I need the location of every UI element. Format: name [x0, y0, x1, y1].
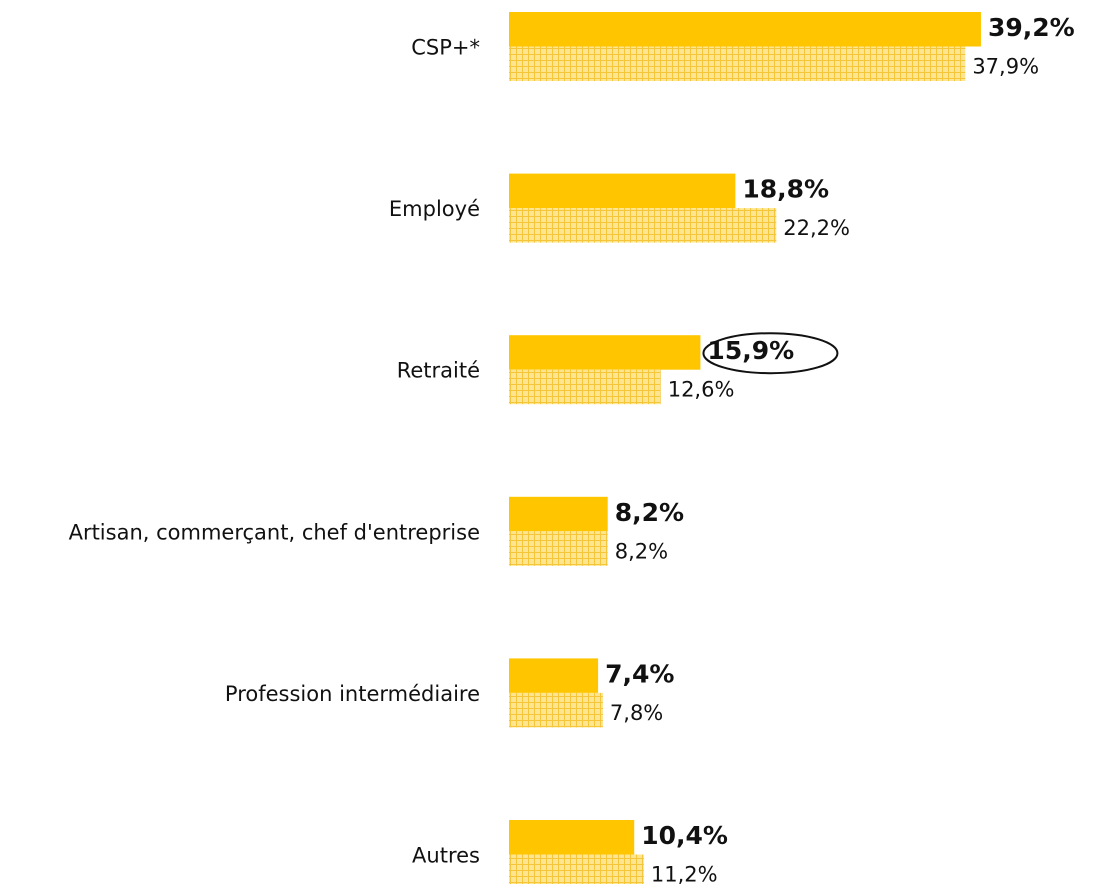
category-label: Employé [389, 197, 480, 221]
bar [509, 820, 635, 855]
value-label: 12,6% [668, 378, 735, 402]
value-label: 18,8% [742, 175, 829, 204]
value-label: 8,2% [615, 498, 684, 527]
category-label: Profession intermédiaire [225, 682, 480, 706]
value-label: 37,9% [972, 55, 1039, 79]
category-label: Retraité [397, 359, 480, 383]
highlight-circle [702, 332, 839, 375]
value-label: 10,4% [641, 821, 728, 850]
value-label: 22,2% [783, 216, 850, 240]
bar [509, 46, 966, 81]
bar [509, 692, 603, 728]
bar [509, 369, 661, 405]
category-label: Artisan, commerçant, chef d'entreprise [69, 520, 480, 544]
value-label: 7,8% [610, 701, 663, 725]
bar [509, 12, 981, 47]
bar [509, 208, 777, 243]
bar [509, 658, 599, 693]
value-label: 8,2% [615, 539, 668, 563]
category-label: Autres [412, 844, 480, 868]
bar [509, 854, 644, 884]
bar [509, 335, 701, 370]
value-label: 7,4% [605, 659, 674, 688]
bar [509, 496, 608, 532]
value-label: 15,9% [707, 336, 794, 365]
category-label: CSP+* [411, 36, 480, 60]
value-label: 11,2% [651, 863, 718, 884]
bar [509, 531, 608, 566]
value-label: 39,2% [988, 13, 1075, 42]
bar [509, 173, 736, 209]
